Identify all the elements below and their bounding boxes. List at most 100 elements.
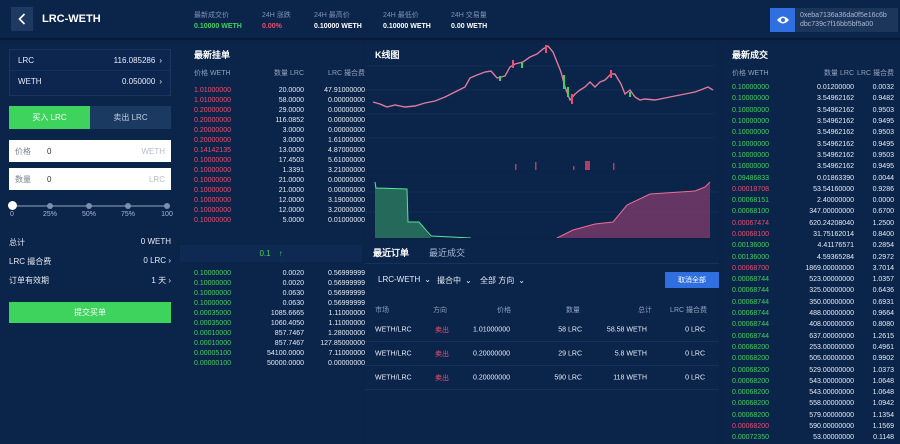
trades-title: 最新成交: [732, 50, 769, 60]
buy-sell-tabs: 买入 LRC 卖出 LRC: [9, 106, 171, 129]
trade-row: 0.10000000 3.54962162 0.9482: [732, 95, 894, 103]
trade-row: 0.09486833 0.01863390 0.0044: [732, 174, 894, 182]
side-filter[interactable]: 全部 方向 ⌄: [480, 276, 525, 285]
trade-row: 0.00068744 325.00000000 0.6436: [732, 287, 894, 295]
eye-icon[interactable]: [770, 8, 795, 32]
trade-row: 0.00068200 543.00000000 1.0648: [732, 389, 894, 397]
tab-recent-trades[interactable]: 最近成交: [429, 248, 466, 258]
validity-row[interactable]: 订单有效期 1 天 ›: [9, 276, 171, 285]
bid-row[interactable]: 0.00000100 50000.0000 0.00000000: [194, 359, 365, 367]
ask-row[interactable]: 0.10000000 21.0000 0.00000000: [194, 176, 365, 184]
trade-row: 0.00068100 31.75162014 0.8400: [732, 231, 894, 238]
trade-row: 0.00136000 4.59365284 0.2972: [732, 253, 894, 261]
chevron-right-icon: ›: [168, 276, 171, 285]
trade-row: 0.00068744 523.00000000 1.0357: [732, 276, 894, 284]
trade-row: 0.00068744 408.00000000 0.8080: [732, 321, 894, 329]
orderbook-header: 价格 WETH 数量 LRC LRC 撮合费: [194, 70, 365, 77]
balances-box: LRC 116.085286 › WETH 0.050000 ›: [9, 49, 171, 96]
order-row[interactable]: WETH/LRC 卖出 1.01000000 58 LRC 58.58 WETH 0 LR…: [365, 318, 719, 342]
trade-row: 0.00068200 529.00000000 1.0373: [732, 366, 894, 374]
ask-row[interactable]: 0.20000000 29.0000 0.00000000: [194, 106, 365, 114]
orders-panel: [365, 240, 719, 444]
ask-row[interactable]: 0.10000000 1.3391 3.21000000: [194, 166, 365, 174]
stat-24h-volume: 24H 交易量 0.00 WETH: [451, 12, 488, 30]
trades-header: 价格 WETH 数量 LRC LRC 撮合费: [732, 70, 894, 77]
trade-row: 0.10000000 3.54962162 0.9503: [732, 106, 894, 114]
submit-buy-order-button[interactable]: 提交买单: [9, 302, 171, 323]
bid-row[interactable]: 0.10000000 0.0630 0.56999999: [194, 299, 365, 307]
market-filter[interactable]: LRC-WETH ⌄: [378, 275, 431, 284]
side-badge: 卖出: [435, 326, 449, 334]
bid-row[interactable]: 0.00035000 1085.6665 1.11000000: [194, 309, 365, 317]
orderbook-panel: [180, 42, 363, 444]
price-input[interactable]: 价格 0 WETH: [9, 140, 171, 162]
tab-sell[interactable]: 卖出 LRC: [90, 106, 171, 129]
amount-input[interactable]: 数量 0 LRC: [9, 168, 171, 190]
ask-row[interactable]: 0.10000000 12.0000 3.19000000: [194, 196, 365, 204]
chevron-down-icon: ⌄: [424, 275, 431, 284]
trade-row: 0.00018708 53.54160000 0.9286: [732, 185, 894, 193]
trade-row: 0.10000000 3.54962162 0.9495: [732, 140, 894, 148]
ask-row[interactable]: 1.01000000 20.0000 47.91000000: [194, 86, 365, 94]
depth-chart[interactable]: [365, 172, 719, 239]
trade-row: 0.10000000 3.54962162 0.9495: [732, 163, 894, 171]
order-row[interactable]: WETH/LRC 卖出 0.20000000 590 LRC 118 WETH 0 LRC: [365, 366, 719, 390]
trade-row: 0.00068200 579.00000000 1.1354: [732, 411, 894, 419]
trade-row: 0.00068200 505.00000000 0.9902: [732, 355, 894, 363]
ask-row[interactable]: 0.14142135 13.0000 4.87000000: [194, 146, 365, 154]
ask-row[interactable]: 0.20000000 3.0000 1.61000000: [194, 136, 365, 144]
trade-row: 0.00068744 488.00000000 0.9664: [732, 310, 894, 318]
cancel-all-button[interactable]: 取消全部: [665, 272, 719, 288]
trade-row: 0.00068200 558.00000000 1.0942: [732, 400, 894, 408]
trade-row: 0.10000000 3.54962162 0.9503: [732, 129, 894, 137]
chevron-down-icon: ⌄: [465, 276, 472, 285]
bid-row[interactable]: 0.00005100 54100.0000 7.11000000: [194, 349, 365, 357]
bid-row[interactable]: 0.00035000 1060.4050 1.11000000: [194, 319, 365, 327]
ask-row[interactable]: 0.10000000 21.0000 0.00000000: [194, 186, 365, 194]
trade-row: 0.10000000 0.01200000 0.0032: [732, 84, 894, 92]
slider-handle[interactable]: [8, 201, 17, 210]
stat-24h-low: 24H 最低价 0.10000 WETH: [383, 12, 431, 30]
chevron-right-icon: ›: [159, 77, 162, 86]
ask-row[interactable]: 1.01000000 58.0000 0.00000000: [194, 96, 365, 104]
kline-chart[interactable]: K线图: [365, 42, 719, 171]
balance-weth[interactable]: WETH 0.050000 ›: [18, 77, 162, 86]
ask-row[interactable]: 0.20000000 116.0852 0.00000000: [194, 116, 365, 124]
trade-row: 0.00068700 1869.00000000 3.7014: [732, 264, 894, 272]
mid-price: 0.1 ↑: [180, 245, 362, 262]
back-button[interactable]: [11, 7, 33, 31]
bid-row[interactable]: 0.10000000 0.0020 0.56999999: [194, 269, 365, 277]
trade-row: 0.00068744 637.00000000 1.2615: [732, 332, 894, 340]
trade-row: 0.00068744 350.00000000 0.6931: [732, 298, 894, 306]
stat-24h-high: 24H 最高价 0.10000 WETH: [314, 12, 362, 30]
ask-row[interactable]: 0.10000000 17.4503 5.61000000: [194, 156, 365, 164]
wallet-address[interactable]: 0xeba7136a36da0f5e16c6b dbc739c7f16bb5bf…: [770, 8, 898, 32]
trade-row: 0.10000000 3.54962162 0.9503: [732, 151, 894, 159]
orders-header: 市场 方向 价格 数量 总计 LRC 撮合费: [375, 307, 707, 314]
top-bar: LRC-WETH 最新成交价 0.10000 WETH 24H 涨跌 0.00%…: [0, 0, 900, 40]
ask-row[interactable]: 0.10000000 5.0000 0.01000000: [194, 216, 365, 224]
balance-lrc[interactable]: LRC 116.085286 ›: [10, 50, 170, 71]
chevron-right-icon: ›: [168, 256, 171, 265]
ask-row[interactable]: 0.10000000 12.0000 3.20000000: [194, 206, 365, 214]
trade-row: 0.10000000 3.54962162 0.9495: [732, 118, 894, 126]
chevron-right-icon: ›: [159, 55, 162, 65]
trade-row: 0.00072350 53.00000000 0.1148: [732, 434, 894, 442]
bid-row[interactable]: 0.10000000 0.0630 0.56999999: [194, 289, 365, 297]
tab-recent-orders[interactable]: 最近订单: [373, 248, 410, 258]
tab-buy[interactable]: 买入 LRC: [9, 106, 90, 129]
amount-slider[interactable]: 0 25% 50% 75% 100: [8, 201, 173, 222]
order-row[interactable]: WETH/LRC 卖出 0.20000000 29 LRC 5.8 WETH 0 LRC: [365, 342, 719, 366]
chevron-left-icon: [18, 13, 26, 25]
bid-row[interactable]: 0.10000000 0.0020 0.56999999: [194, 279, 365, 287]
bid-row[interactable]: 0.00010000 857.7467 1.28000000: [194, 329, 365, 337]
bids-list: 0.10000000 0.0020 0.56999999 0.10000000 0.00…: [194, 268, 365, 368]
ask-row[interactable]: 0.20000000 3.0000 0.00000000: [194, 126, 365, 134]
trade-row: 0.00068100 347.00000000 0.6700: [732, 208, 894, 216]
trades-panel: [721, 42, 900, 444]
side-badge: 卖出: [435, 350, 449, 358]
trade-row: 0.00068200 543.00000000 1.0648: [732, 377, 894, 385]
bid-row[interactable]: 0.00010000 857.7467 127.85000000: [194, 339, 365, 347]
status-filter[interactable]: 撮合中 ⌄: [437, 276, 472, 285]
fee-row[interactable]: LRC 撮合费 0 LRC ›: [9, 256, 171, 266]
